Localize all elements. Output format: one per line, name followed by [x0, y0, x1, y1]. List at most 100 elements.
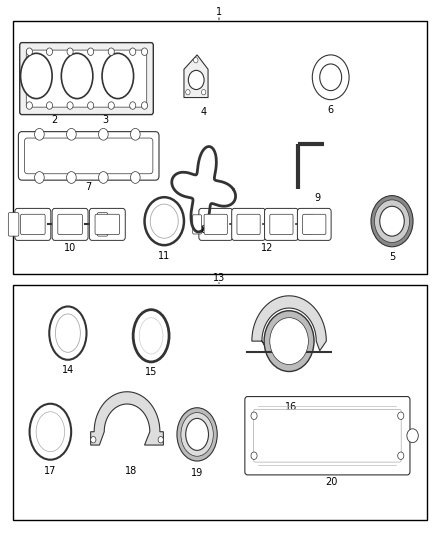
- Circle shape: [88, 48, 94, 55]
- FancyBboxPatch shape: [297, 208, 331, 240]
- Circle shape: [251, 412, 257, 419]
- Ellipse shape: [36, 411, 65, 452]
- FancyBboxPatch shape: [21, 214, 45, 235]
- Circle shape: [150, 204, 178, 238]
- Circle shape: [320, 64, 342, 91]
- FancyBboxPatch shape: [26, 50, 147, 107]
- Text: 17: 17: [44, 466, 57, 477]
- FancyBboxPatch shape: [270, 214, 293, 235]
- Text: 12: 12: [261, 243, 273, 253]
- Text: 5: 5: [389, 252, 395, 262]
- Ellipse shape: [181, 413, 213, 456]
- FancyBboxPatch shape: [25, 138, 153, 174]
- Circle shape: [407, 429, 418, 442]
- Circle shape: [270, 318, 308, 365]
- Circle shape: [194, 58, 198, 63]
- FancyBboxPatch shape: [58, 214, 82, 235]
- FancyBboxPatch shape: [304, 215, 313, 234]
- Text: 11: 11: [158, 251, 170, 261]
- Polygon shape: [252, 296, 326, 351]
- Text: 2: 2: [52, 115, 58, 125]
- Circle shape: [67, 48, 73, 55]
- Ellipse shape: [177, 408, 217, 461]
- Circle shape: [398, 452, 404, 459]
- Circle shape: [141, 102, 148, 109]
- FancyBboxPatch shape: [265, 208, 298, 240]
- Text: 6: 6: [328, 105, 334, 115]
- Ellipse shape: [186, 418, 208, 450]
- FancyBboxPatch shape: [193, 215, 201, 234]
- Circle shape: [108, 102, 114, 109]
- Text: 7: 7: [85, 182, 92, 192]
- FancyBboxPatch shape: [97, 213, 108, 236]
- FancyBboxPatch shape: [254, 409, 401, 462]
- FancyBboxPatch shape: [95, 214, 120, 235]
- Circle shape: [67, 172, 76, 183]
- FancyBboxPatch shape: [199, 208, 233, 240]
- Circle shape: [201, 90, 206, 95]
- Circle shape: [145, 197, 184, 245]
- Text: 9: 9: [314, 193, 321, 204]
- FancyBboxPatch shape: [89, 208, 125, 240]
- Circle shape: [188, 70, 204, 90]
- Text: 20: 20: [325, 477, 338, 487]
- Text: 13: 13: [213, 273, 225, 283]
- Text: 16: 16: [285, 402, 297, 413]
- Circle shape: [99, 128, 108, 140]
- Circle shape: [108, 48, 114, 55]
- Circle shape: [374, 200, 410, 243]
- Text: 15: 15: [145, 367, 157, 377]
- Text: 18: 18: [125, 466, 138, 477]
- Circle shape: [46, 102, 53, 109]
- Circle shape: [131, 172, 140, 183]
- Circle shape: [99, 172, 108, 183]
- FancyBboxPatch shape: [52, 208, 88, 240]
- Text: 8: 8: [201, 225, 207, 236]
- Ellipse shape: [49, 306, 86, 360]
- Circle shape: [88, 102, 94, 109]
- FancyBboxPatch shape: [232, 208, 265, 240]
- Text: 14: 14: [62, 365, 74, 375]
- Ellipse shape: [61, 53, 93, 99]
- Circle shape: [264, 311, 314, 372]
- Circle shape: [130, 48, 136, 55]
- Bar: [13, 285, 427, 520]
- Circle shape: [131, 128, 140, 140]
- Circle shape: [91, 437, 96, 443]
- Circle shape: [158, 437, 163, 443]
- Circle shape: [67, 102, 73, 109]
- Circle shape: [35, 172, 44, 183]
- Circle shape: [26, 48, 32, 55]
- Circle shape: [312, 55, 349, 100]
- Circle shape: [130, 102, 136, 109]
- Bar: [13, 21, 427, 274]
- Polygon shape: [91, 392, 163, 445]
- Ellipse shape: [21, 53, 52, 99]
- Ellipse shape: [139, 318, 163, 354]
- FancyBboxPatch shape: [204, 214, 227, 235]
- Text: 10: 10: [64, 243, 76, 253]
- Circle shape: [398, 412, 404, 419]
- Circle shape: [35, 128, 44, 140]
- Circle shape: [251, 452, 257, 459]
- FancyBboxPatch shape: [245, 397, 410, 475]
- Text: 3: 3: [102, 115, 108, 125]
- Ellipse shape: [102, 53, 134, 99]
- FancyBboxPatch shape: [303, 214, 326, 235]
- Text: 1: 1: [216, 7, 222, 17]
- Circle shape: [26, 102, 32, 109]
- Circle shape: [46, 48, 53, 55]
- Circle shape: [371, 196, 413, 247]
- Circle shape: [380, 206, 404, 236]
- Ellipse shape: [55, 314, 81, 352]
- Circle shape: [186, 90, 190, 95]
- FancyBboxPatch shape: [15, 208, 51, 240]
- Ellipse shape: [133, 310, 169, 362]
- Circle shape: [141, 48, 148, 55]
- FancyBboxPatch shape: [237, 214, 260, 235]
- Ellipse shape: [30, 404, 71, 459]
- Polygon shape: [184, 55, 208, 98]
- Text: 4: 4: [201, 107, 207, 117]
- FancyBboxPatch shape: [8, 213, 19, 236]
- FancyBboxPatch shape: [18, 132, 159, 180]
